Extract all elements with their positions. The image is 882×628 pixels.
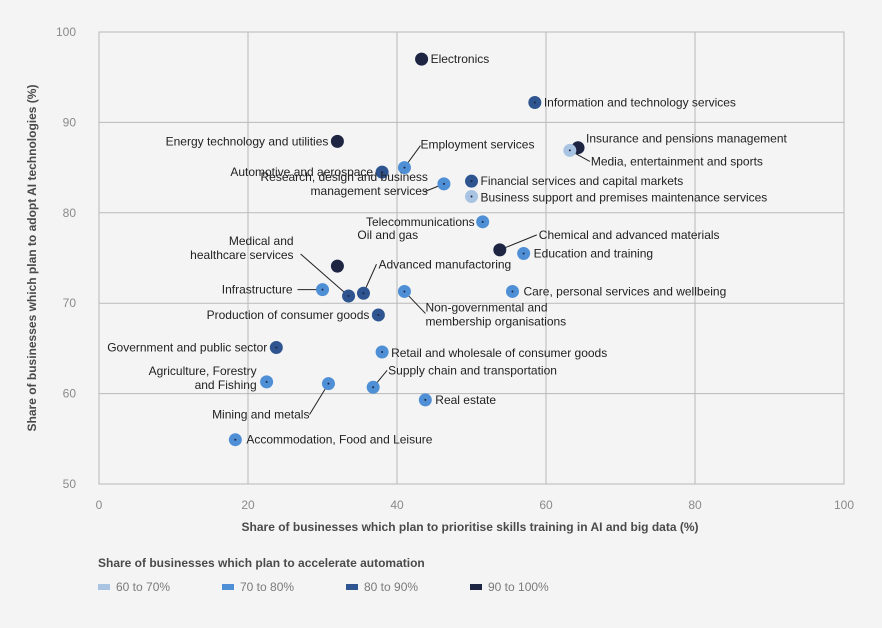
legend: Share of businesses which plan to accele…: [98, 556, 594, 594]
point-label: Accommodation, Food and Leisure: [246, 433, 432, 447]
data-point-center: [577, 146, 580, 149]
data-point-center: [336, 140, 339, 143]
data-point-center: [522, 252, 525, 255]
x-tick-label: 0: [96, 498, 103, 512]
y-tick-label: 100: [56, 25, 76, 39]
data-point-center: [481, 220, 484, 223]
legend-swatch: [98, 584, 110, 590]
legend-swatch: [346, 584, 358, 590]
data-point-center: [372, 386, 375, 389]
point-label: Supply chain and transportation: [388, 363, 557, 377]
data-point-center: [381, 171, 384, 174]
y-tick-label: 90: [63, 115, 77, 129]
point-label: Mining and metals: [212, 408, 309, 422]
data-point-center: [511, 290, 514, 293]
point-label: Chemical and advanced materials: [539, 228, 720, 242]
x-tick-label: 100: [834, 498, 854, 512]
x-axis-ticks: 0 20 40 60 80 100: [96, 498, 855, 512]
point-label: Electronics: [431, 52, 490, 66]
point-label-line: healthcare services: [190, 248, 293, 262]
point-label: Insurance and pensions management: [586, 132, 787, 146]
point-label: Media, entertainment and sports: [591, 154, 763, 168]
x-tick-label: 80: [688, 498, 702, 512]
y-tick-label: 60: [63, 387, 77, 401]
leader-line: [499, 234, 537, 251]
point-label: Agriculture, Forestry and Fishing: [149, 364, 257, 392]
legend-label: 80 to 90%: [364, 580, 419, 594]
data-point-center: [470, 195, 473, 198]
point-label-line: and Fishing: [195, 378, 257, 392]
grid: [98, 31, 845, 485]
point-label: Medical and healthcare services: [190, 234, 293, 262]
data-point-center: [265, 380, 268, 383]
legend-item: 70 to 80%: [222, 580, 346, 594]
data-point-center: [327, 382, 330, 385]
point-label-line: Non-governmental and: [425, 300, 547, 314]
data-point-center: [336, 265, 339, 268]
point-label: Energy technology and utilities: [166, 134, 329, 148]
data-point-center: [424, 398, 427, 401]
legend-items: 60 to 70% 70 to 80% 80 to 90% 90 to 100%: [98, 580, 594, 594]
legend-swatch: [222, 584, 234, 590]
data-point-center: [442, 182, 445, 185]
point-label: Business support and premises maintenanc…: [481, 191, 768, 205]
point-label: Retail and wholesale of consumer goods: [391, 346, 607, 360]
point-labels: Electronics Information and technology se…: [107, 52, 787, 447]
point-label: Financial services and capital markets: [481, 174, 684, 188]
x-tick-label: 20: [241, 498, 255, 512]
y-axis-ticks: 50 60 70 80 90 100: [56, 25, 76, 491]
data-point-center: [403, 166, 406, 169]
point-label-line: Medical and: [229, 234, 294, 248]
point-label: Telecommunications: [366, 215, 475, 229]
point-label: Care, personal services and wellbeing: [523, 284, 726, 298]
x-axis-title: Share of businesses which plan to priori…: [242, 520, 699, 534]
leader-line: [300, 253, 349, 297]
point-label-line: Agriculture, Forestry: [149, 364, 257, 378]
point-label: Non-governmental and membership organisat…: [425, 300, 566, 328]
data-point-center: [498, 248, 501, 251]
legend-item: 90 to 100%: [470, 580, 594, 594]
legend-swatch: [470, 584, 482, 590]
data-point-center: [470, 180, 473, 183]
point-label: Infrastructure: [222, 283, 293, 297]
data-points: [228, 52, 585, 447]
data-point-center: [420, 58, 423, 61]
point-label: Information and technology services: [544, 96, 736, 110]
point-label: Research, design and business management …: [260, 170, 427, 198]
point-label: Education and training: [534, 246, 653, 260]
point-label: Production of consumer goods: [207, 308, 370, 322]
data-point-center: [234, 438, 237, 441]
y-tick-label: 70: [63, 296, 77, 310]
data-point-center: [321, 288, 324, 291]
data-point-center: [568, 149, 571, 152]
y-axis-title: Share of businesses which plan to adopt …: [25, 85, 39, 432]
point-label-line: Research, design and business: [260, 170, 427, 184]
point-label-line: membership organisations: [425, 314, 566, 328]
data-point-center: [533, 101, 536, 104]
point-label: Employment services: [420, 138, 534, 152]
legend-label: 60 to 70%: [116, 580, 171, 594]
point-label: Oil and gas: [357, 228, 418, 242]
data-point-center: [347, 294, 350, 297]
legend-title: Share of businesses which plan to accele…: [98, 556, 425, 570]
point-label: Automotive and aerospace: [230, 165, 373, 179]
x-tick-label: 60: [539, 498, 553, 512]
legend-label: 70 to 80%: [240, 580, 295, 594]
data-point-center: [381, 351, 384, 354]
y-tick-label: 50: [63, 477, 77, 491]
point-label: Advanced manufactoring: [378, 257, 511, 271]
legend-item: 80 to 90%: [346, 580, 470, 594]
x-tick-label: 40: [390, 498, 404, 512]
point-label: Government and public sector: [107, 340, 267, 354]
data-point-center: [377, 313, 380, 316]
point-label: Real estate: [435, 393, 496, 407]
legend-item: 60 to 70%: [98, 580, 222, 594]
data-point-center: [275, 346, 278, 349]
legend-label: 90 to 100%: [488, 580, 549, 594]
y-tick-label: 80: [63, 206, 77, 220]
data-point-center: [403, 290, 406, 293]
data-point-center: [362, 292, 365, 295]
point-label-line: management services: [311, 184, 428, 198]
